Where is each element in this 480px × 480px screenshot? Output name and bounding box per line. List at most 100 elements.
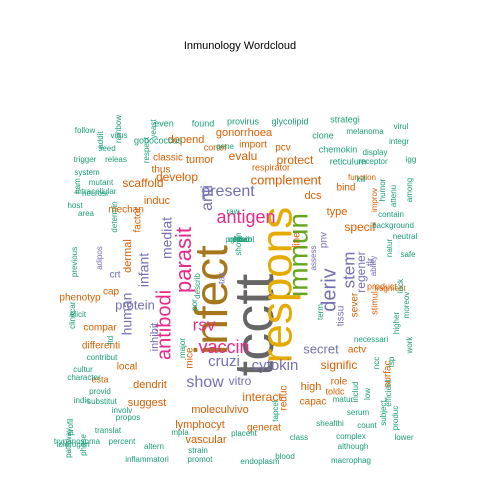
word-virus: virus: [111, 131, 128, 140]
word-receptor: receptor: [358, 157, 388, 166]
word-pcv: pcv: [275, 143, 291, 154]
word-among: among: [405, 178, 414, 202]
word-tcctt: tcctt: [222, 273, 285, 376]
word-capac: capac: [300, 397, 327, 408]
word-addit: addit: [96, 131, 105, 149]
word-necrosi: necrosi: [82, 189, 108, 198]
word-character: character: [67, 373, 101, 382]
word-profil: profil: [66, 418, 75, 436]
word-fragment: fragment: [374, 284, 406, 293]
word-promot: promot: [188, 455, 214, 464]
word-macrophag: macrophag: [331, 456, 371, 465]
word-present: present: [201, 183, 255, 200]
word-substitut: substitut: [87, 397, 118, 406]
word-anti: anti: [199, 185, 216, 211]
word-kill: kill: [356, 175, 366, 184]
word-found: found: [192, 118, 215, 128]
word-vascular: vascular: [186, 434, 227, 446]
word-cap: cap: [103, 287, 120, 298]
word-mediat: mediat: [159, 217, 175, 259]
word-humor: humor: [378, 178, 387, 201]
word-neutral: neutral: [393, 232, 418, 241]
word-tapcel: tapcel: [271, 400, 280, 422]
word-provirus: provirus: [227, 116, 260, 126]
word-antibodi: antibodi: [153, 290, 175, 360]
word-show: show: [186, 374, 224, 391]
word-contribut: contribut: [87, 353, 118, 362]
word-product: product: [367, 281, 398, 291]
word-provid: provid: [89, 387, 111, 396]
word-strain: strain: [188, 446, 208, 455]
word-lower: lower: [394, 433, 413, 442]
word-igg: igg: [406, 155, 417, 164]
word-improv: improv: [370, 188, 379, 212]
word-translat: translat: [95, 426, 122, 435]
word-tissu: tissu: [336, 306, 347, 327]
word-bind: bind: [337, 183, 356, 194]
word-dendrit: dendrit: [133, 379, 167, 391]
word-reticulum: reticulum: [330, 156, 367, 166]
word-high: high: [301, 381, 322, 393]
word-crt: crt: [109, 270, 120, 281]
word-clone: clone: [312, 130, 334, 140]
word-elicit: elicit: [70, 310, 87, 319]
word-yeast: yeast: [149, 119, 158, 139]
word-phenotyp: phenotyp: [59, 293, 101, 304]
word-chemokin: chemokin: [319, 144, 358, 154]
word-gonorrhoea: gonorrhoea: [216, 127, 273, 139]
word-natur: natur: [385, 239, 394, 258]
word-tolerogen: tolerogen: [56, 440, 89, 449]
word-ham: ham: [73, 178, 82, 194]
word-induc: induc: [144, 195, 171, 207]
word-evalu: evalu: [229, 149, 258, 163]
word-depend: depend: [168, 134, 205, 146]
word-adipos: adipos: [95, 246, 104, 270]
word-generat: generat: [247, 423, 281, 434]
word-toldc: toldc: [325, 386, 345, 396]
word-glycolipid: glycolipid: [271, 116, 308, 126]
word-certain: certain: [228, 235, 252, 244]
word-htlv: htlv: [234, 235, 246, 244]
word-specif: specif: [344, 220, 376, 234]
word-cruzi: cruzi: [208, 353, 240, 370]
word-cultur: cultur: [73, 365, 93, 374]
word-shealthi: shealthi: [316, 419, 344, 428]
word-includ: includ: [351, 382, 360, 403]
word-term: term: [316, 304, 325, 320]
word-mice: mice: [185, 347, 196, 369]
word-lymphocyt: lymphocyt: [175, 419, 225, 431]
word-lack: lack: [396, 278, 405, 293]
word-placent: placent: [231, 429, 258, 438]
word-phase: phase: [79, 434, 88, 456]
word-stimul: stimul: [369, 291, 379, 315]
word-clinic: clinic: [68, 311, 77, 329]
word-describ: describ: [193, 273, 202, 299]
word-signific: signific: [321, 358, 358, 372]
word-respons: respons: [253, 207, 302, 364]
word-actv: actv: [348, 345, 366, 356]
word-deriv: deriv: [318, 268, 340, 311]
word-respect: respect: [142, 136, 151, 163]
word-background: background: [372, 221, 414, 230]
word-stem: stem: [339, 252, 358, 289]
word-cytokin: cytokin: [252, 357, 299, 374]
word-infect: infect: [185, 245, 237, 355]
word-gland: gland: [230, 235, 250, 244]
word-interact: interact: [242, 390, 282, 404]
word-altern: altern: [144, 442, 164, 451]
word-esta: esta: [91, 374, 108, 384]
word-tumor: tumor: [186, 154, 214, 166]
word-mpla: mpla: [171, 428, 189, 437]
word-attenu: attenu: [389, 185, 398, 207]
word-follow: follow: [75, 126, 96, 135]
word-system: system: [74, 168, 100, 177]
word-safe: safe: [400, 250, 416, 259]
word-propos: propos: [116, 413, 140, 422]
word-contain: contain: [378, 210, 404, 219]
word-count: count: [357, 421, 377, 430]
word-vitro: vitro: [229, 374, 252, 388]
word-protocol: protocol: [226, 235, 255, 244]
word-mechan: mechan: [108, 205, 144, 216]
word-vaccin: vaccin: [198, 337, 249, 357]
